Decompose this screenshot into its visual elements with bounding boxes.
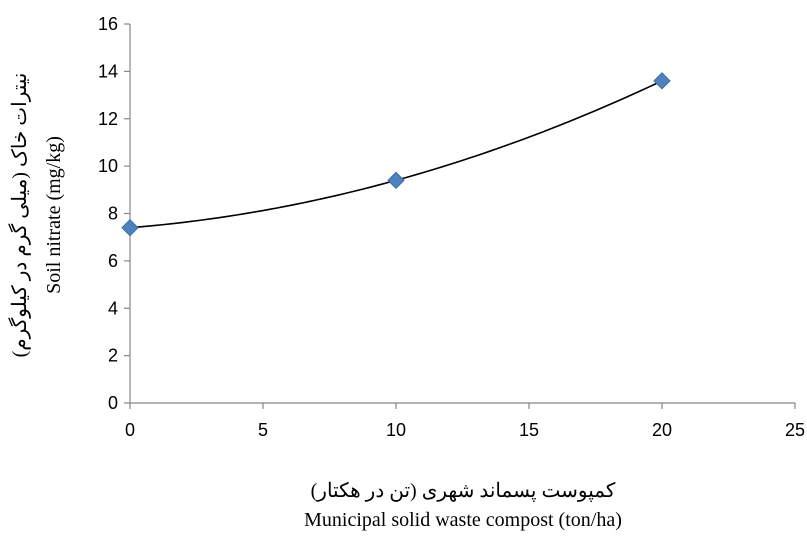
y-tick-label: 10 xyxy=(98,156,118,176)
x-tick-label: 10 xyxy=(386,420,406,440)
y-tick-label: 8 xyxy=(108,204,118,224)
x-tick-label: 5 xyxy=(258,420,268,440)
y-tick-label: 12 xyxy=(98,109,118,129)
x-tick-label: 25 xyxy=(785,420,805,440)
data-point-diamond xyxy=(121,219,139,237)
trendline xyxy=(129,80,663,229)
y-tick-label: 14 xyxy=(98,61,118,81)
trendline-layer xyxy=(129,80,663,229)
x-tick-label: 15 xyxy=(519,420,539,440)
x-axis-title: Municipal solid waste compost (ton/ha) xyxy=(304,509,622,531)
data-point-diamond xyxy=(653,72,671,90)
data-points-layer xyxy=(121,72,671,237)
y-tick-label: 4 xyxy=(108,298,118,318)
y-axis-title: Soil nitrate (mg/kg) xyxy=(43,136,65,294)
x-axis-title-persian: کمپوست پسماند شهری (تن در هکتار) xyxy=(311,480,616,502)
y-tick-label: 0 xyxy=(108,393,118,413)
data-point-diamond xyxy=(387,171,405,190)
axes-layer: 0 2 4 6 8 10 12 14 16 0 5 10 15 20 25 xyxy=(98,14,805,440)
y-tick-label: 6 xyxy=(108,251,118,271)
y-axis-title-persian: نیترات خاک (میلی گرم در کیلوگرم) xyxy=(8,73,31,358)
x-tick-label: 0 xyxy=(125,420,135,440)
y-tick-label: 2 xyxy=(108,346,118,366)
y-tick-label: 16 xyxy=(98,14,118,34)
x-tick-label: 20 xyxy=(652,420,672,440)
